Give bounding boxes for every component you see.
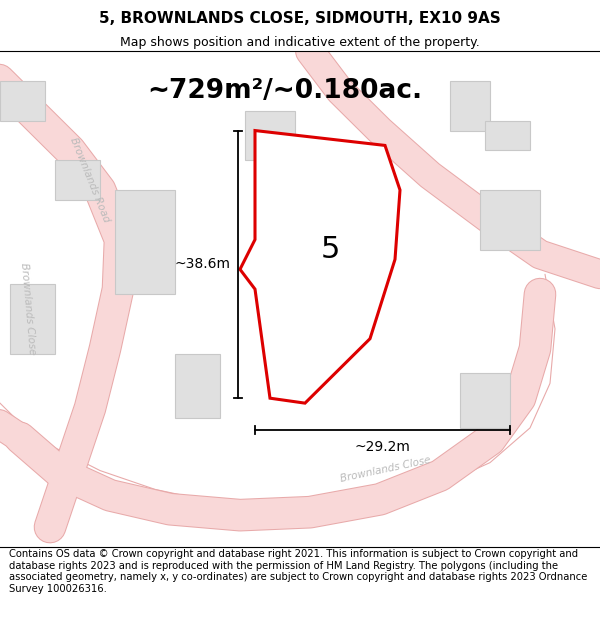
Polygon shape [245, 111, 295, 160]
Text: Brownlands Road: Brownlands Road [68, 136, 112, 224]
Text: Brownlands Close: Brownlands Close [339, 455, 431, 484]
Polygon shape [485, 121, 530, 151]
Polygon shape [480, 190, 540, 249]
Polygon shape [0, 81, 45, 121]
Polygon shape [10, 284, 55, 354]
Text: Map shows position and indicative extent of the property.: Map shows position and indicative extent… [120, 36, 480, 49]
Polygon shape [175, 354, 220, 418]
Polygon shape [115, 190, 175, 294]
Text: ~38.6m: ~38.6m [174, 258, 230, 271]
Polygon shape [450, 81, 490, 131]
Text: Brownlands Close: Brownlands Close [19, 262, 37, 356]
Text: ~729m²/~0.180ac.: ~729m²/~0.180ac. [148, 78, 422, 104]
Polygon shape [460, 373, 510, 428]
Text: ~29.2m: ~29.2m [355, 440, 410, 454]
Text: 5: 5 [320, 235, 340, 264]
Text: Contains OS data © Crown copyright and database right 2021. This information is : Contains OS data © Crown copyright and d… [9, 549, 587, 594]
Polygon shape [55, 160, 100, 200]
Polygon shape [240, 131, 400, 403]
Text: 5, BROWNLANDS CLOSE, SIDMOUTH, EX10 9AS: 5, BROWNLANDS CLOSE, SIDMOUTH, EX10 9AS [99, 11, 501, 26]
